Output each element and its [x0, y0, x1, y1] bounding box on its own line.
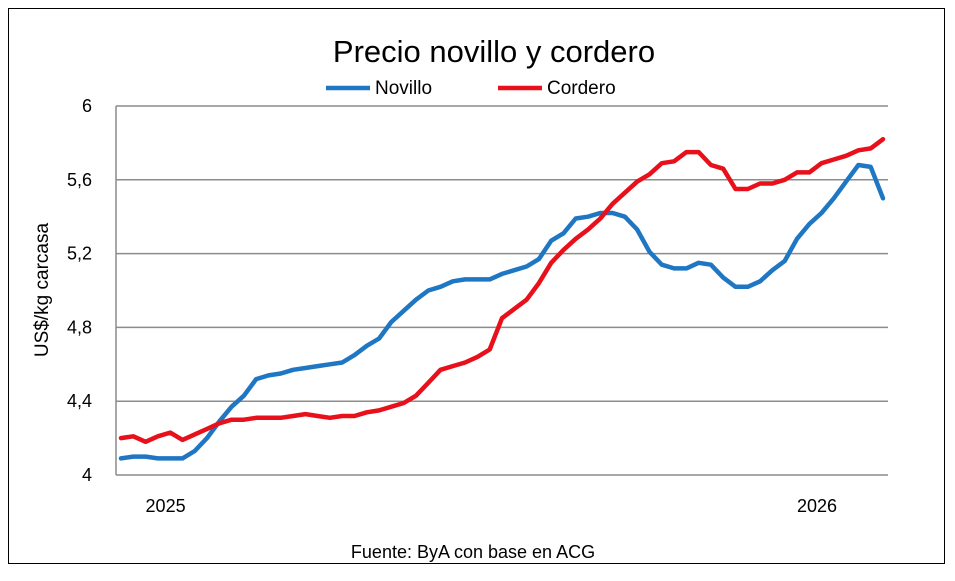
y-tick-label: 5,2	[67, 244, 92, 264]
series-lines	[118, 136, 886, 461]
y-tick-label: 5,6	[67, 170, 92, 190]
series-line-novillo	[118, 162, 886, 461]
y-tick-label: 4,4	[67, 391, 92, 411]
y-tick-label: 6	[82, 96, 92, 116]
y-tick-label: 4,8	[67, 317, 92, 337]
x-tick-label: 2026	[797, 496, 837, 516]
legend-label-novillo: Novillo	[375, 78, 432, 99]
y-axis-label: US$/kg carcasa	[32, 223, 53, 358]
y-axis-ticks: 4 4,4 4,8 5,2 5,6 6	[67, 96, 92, 485]
chart-title: Precio novillo y cordero	[333, 34, 655, 69]
legend: Novillo Cordero	[326, 78, 616, 99]
legend-label-cordero: Cordero	[547, 78, 616, 99]
series-line-cordero	[118, 136, 886, 445]
x-axis-ticks: 2025 2026	[146, 496, 837, 516]
gridlines	[115, 105, 888, 476]
y-tick-label: 4	[82, 465, 92, 485]
source-note: Fuente: ByA con base en ACG	[351, 542, 595, 562]
chart-frame	[8, 8, 945, 564]
x-tick-label: 2025	[146, 496, 186, 516]
